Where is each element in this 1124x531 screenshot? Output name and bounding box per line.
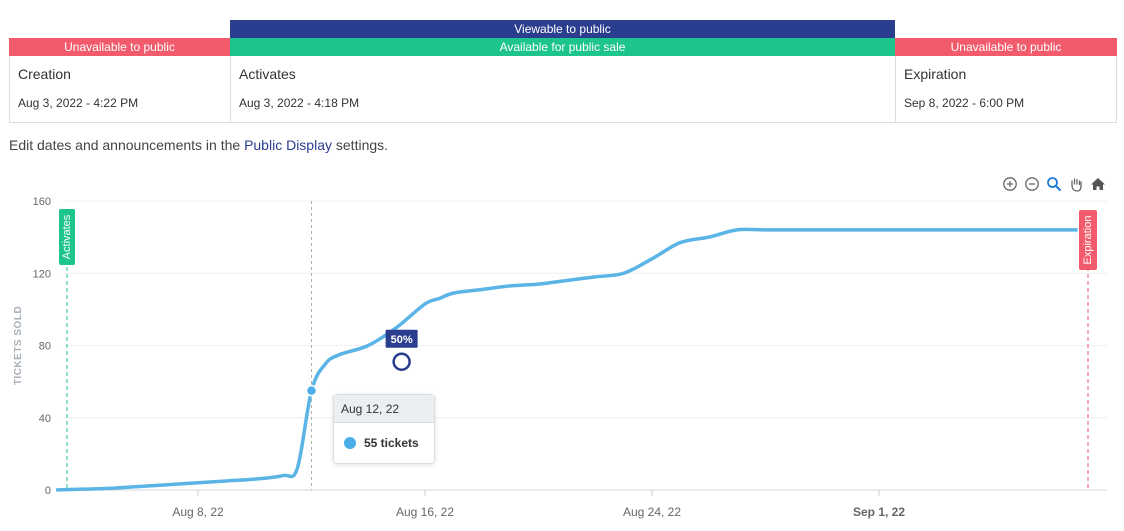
expiration-label: Expiration bbox=[904, 66, 967, 82]
home-icon[interactable] bbox=[1089, 175, 1107, 193]
y-tick-label: 0 bbox=[45, 485, 51, 497]
series-dot-icon bbox=[344, 437, 356, 449]
activates-label: Activates bbox=[239, 66, 296, 82]
tickets-sold-series-line bbox=[56, 227, 1078, 492]
y-tick-label: 80 bbox=[39, 341, 51, 353]
activates-marker-label: Activates bbox=[61, 214, 73, 259]
expiration-cell: Expiration Sep 8, 2022 - 6:00 PM bbox=[896, 56, 1116, 122]
expiration-value: Sep 8, 2022 - 6:00 PM bbox=[904, 96, 1025, 110]
milestone-label: 50% bbox=[391, 334, 413, 346]
y-axis-title: TICKETS SOLD bbox=[13, 306, 24, 385]
x-tick-label: Aug 16, 22 bbox=[396, 505, 454, 519]
available-for-sale-bar: Available for public sale bbox=[230, 38, 895, 56]
expiration-marker-badge bbox=[1079, 210, 1097, 270]
selection-zoom-icon[interactable] bbox=[1045, 175, 1063, 193]
chart-tooltip: Aug 12, 22 55 tickets bbox=[333, 394, 435, 464]
settings-note: Edit dates and announcements in the Publ… bbox=[9, 137, 388, 153]
creation-value: Aug 3, 2022 - 4:22 PM bbox=[18, 96, 139, 110]
hover-point[interactable] bbox=[305, 384, 318, 397]
dates-table: Creation Aug 3, 2022 - 4:22 PM Activates… bbox=[9, 56, 1117, 123]
x-tick-label: Aug 8, 22 bbox=[172, 505, 224, 519]
viewable-to-public-bar: Viewable to public bbox=[230, 20, 895, 38]
zoom-in-icon[interactable] bbox=[1001, 175, 1019, 193]
x-tick-label: Aug 24, 22 bbox=[623, 505, 681, 519]
y-tick-label: 160 bbox=[33, 196, 51, 208]
creation-cell: Creation Aug 3, 2022 - 4:22 PM bbox=[10, 56, 231, 122]
expiration-marker-label: Expiration bbox=[1082, 216, 1094, 265]
public-display-link[interactable]: Public Display bbox=[244, 137, 332, 153]
unavailable-after-bar: Unavailable to public bbox=[895, 38, 1117, 56]
x-tick-label: Sep 1, 22 bbox=[853, 505, 905, 519]
milestone-badge bbox=[385, 329, 418, 348]
tooltip-value: 55 tickets bbox=[364, 436, 419, 450]
pan-hand-icon[interactable] bbox=[1067, 175, 1085, 193]
zoom-out-icon[interactable] bbox=[1023, 175, 1041, 193]
y-tick-label: 40 bbox=[39, 413, 51, 425]
milestone-point[interactable] bbox=[392, 352, 411, 372]
unavailable-before-bar: Unavailable to public bbox=[9, 38, 230, 56]
chart-toolbar bbox=[1001, 175, 1107, 193]
tickets-sold-chart: 0 40 80 120 160 TICKETS SOLD Aug 8, 22 Aug 16, … bbox=[13, 196, 1107, 519]
note-text-after: settings. bbox=[332, 137, 389, 153]
tooltip-body: 55 tickets bbox=[334, 423, 434, 450]
tooltip-date: Aug 12, 22 bbox=[334, 395, 434, 423]
y-tick-label: 120 bbox=[33, 268, 51, 280]
activates-marker-badge bbox=[59, 209, 75, 265]
activates-value: Aug 3, 2022 - 4:18 PM bbox=[239, 96, 360, 110]
activates-cell: Activates Aug 3, 2022 - 4:18 PM bbox=[231, 56, 896, 122]
creation-label: Creation bbox=[18, 66, 71, 82]
note-text-before: Edit dates and announcements in the bbox=[9, 137, 245, 153]
